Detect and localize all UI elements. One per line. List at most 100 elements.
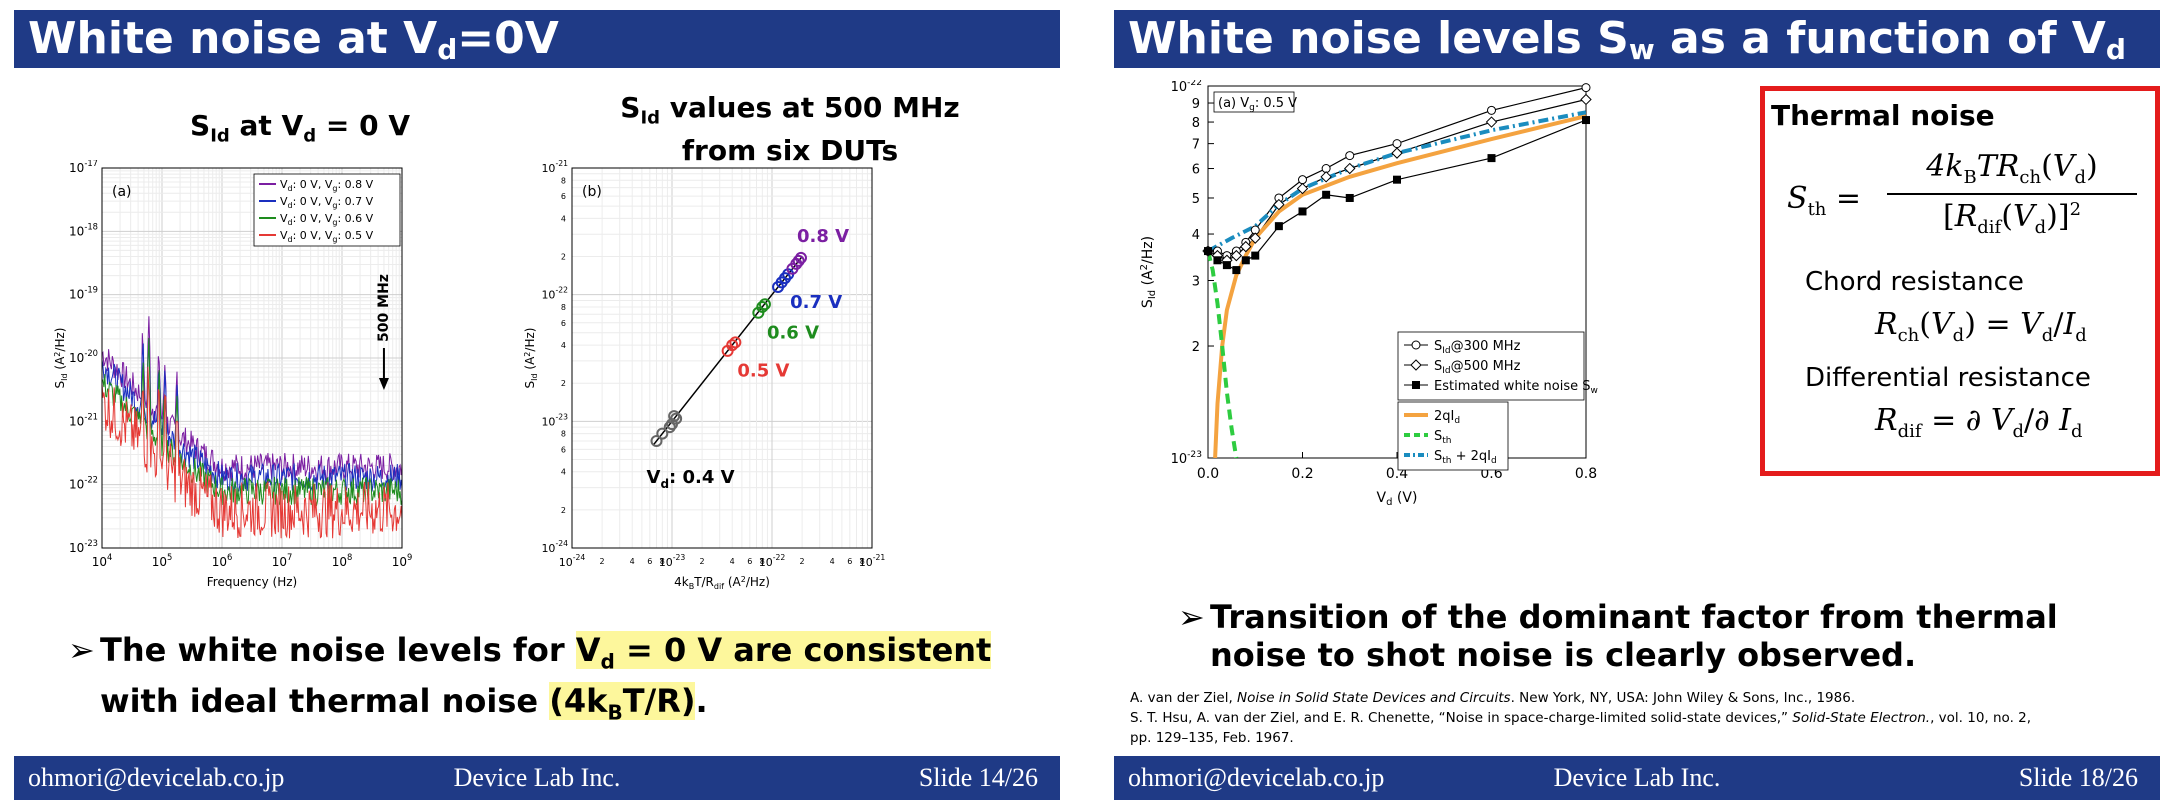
data-point xyxy=(792,254,805,267)
legend-label: SId@300 MHz xyxy=(1434,339,1521,356)
data-point xyxy=(663,421,676,434)
diff-equation: Rdif = ∂ Vd/∂ Id xyxy=(1875,403,2083,442)
data-point xyxy=(1213,256,1222,265)
y-tick-label: 10-22 xyxy=(541,286,568,302)
data-point xyxy=(1487,154,1496,163)
series-line-2 xyxy=(101,339,403,493)
footer-slide-number: Slide 14/26 xyxy=(918,763,1038,792)
x-tick-label: 10-22 xyxy=(759,553,786,569)
legend-marker xyxy=(1412,381,1420,389)
series-line-3 xyxy=(101,337,403,507)
y-minor-tick: 6 xyxy=(561,445,566,454)
y-axis-label: SId (A2/Hz) xyxy=(53,328,69,389)
data-point xyxy=(666,418,678,431)
data-point xyxy=(1393,175,1401,184)
y-minor-tick: 6 xyxy=(561,192,566,201)
data-point xyxy=(1251,251,1260,260)
footer-slide-number: Slide 18/26 xyxy=(2018,763,2138,792)
y-minor-tick: 2 xyxy=(561,253,566,262)
bullet-left: ➢ The white noise levels for Vd = 0 V are… xyxy=(68,631,992,725)
footer-company: Device Lab Inc. xyxy=(1553,763,1721,792)
legend-box-measured xyxy=(1397,331,1585,401)
data-point xyxy=(1391,147,1403,159)
data-point xyxy=(1298,207,1307,216)
x-axis-label: Frequency (Hz) xyxy=(207,575,298,589)
data-point xyxy=(756,300,769,313)
legend-box xyxy=(253,173,401,247)
x-minor-tick: 8 xyxy=(860,557,865,566)
x-minor-tick: 6 xyxy=(647,557,652,566)
y-minor-tick: 4 xyxy=(561,468,566,477)
x-axis-label: 4kBT/Rdif (A2/Hz) xyxy=(674,575,770,591)
y-tick-label: 10-18 xyxy=(69,221,98,238)
x-tick-label: 109 xyxy=(392,552,413,569)
chart-b-scatter: Vd: 0.4 V 0.5 V 0.6 V 0.7 V 0.8 V 10-24 10-23 1… xyxy=(523,160,885,591)
y-tick-label: 10-23 xyxy=(1171,450,1203,467)
group-label-5: 0.8 V xyxy=(797,226,849,247)
data-point xyxy=(1204,247,1212,256)
data-point xyxy=(1485,116,1498,128)
y-axis-label: SId (A2/Hz) xyxy=(1139,236,1158,308)
x-tick-label: 0.0 xyxy=(1197,466,1219,482)
data-point xyxy=(1222,261,1231,270)
y-minor-tick: 2 xyxy=(561,506,566,515)
x-tick-label: 107 xyxy=(272,552,293,569)
bullet-right: ➢ Transition of the dominant factor from … xyxy=(1178,598,2058,674)
y-tick-label: 10-17 xyxy=(69,160,98,175)
y-tick-label: 10-20 xyxy=(69,348,98,365)
legend-marker xyxy=(1411,340,1421,350)
panel-label: (a) xyxy=(112,184,132,200)
data-point xyxy=(650,434,663,447)
x-axis-label: Vd (V) xyxy=(1377,490,1418,508)
y-minor-tick: 6 xyxy=(561,319,566,328)
data-point xyxy=(795,251,808,264)
group-label-3: 0.6 V xyxy=(767,322,819,343)
x-tick-label: 0.2 xyxy=(1291,466,1313,482)
chart-a-title: SId at Vd = 0 V xyxy=(190,109,410,147)
x-minor-tick: 8 xyxy=(760,557,765,566)
data-point xyxy=(1240,240,1252,253)
legend-label: SId@500 MHz xyxy=(1434,359,1521,376)
data-point xyxy=(656,427,669,440)
plot-frame xyxy=(571,167,873,549)
data-point xyxy=(729,336,742,349)
legend-label: Sth + 2qId xyxy=(1434,449,1497,466)
legend-label-1: Vd: 0 V, Vg: 0.8 V xyxy=(280,178,374,193)
data-point xyxy=(1487,105,1496,115)
legend-label: Sth xyxy=(1434,429,1452,446)
legend-label-3: Vd: 0 V, Vg: 0.6 V xyxy=(280,212,374,227)
x-minor-tick: 8 xyxy=(660,557,665,566)
data-point xyxy=(1345,151,1355,161)
x-tick-label: 0.8 xyxy=(1575,466,1597,482)
footer-company: Device Lab Inc. xyxy=(453,763,621,792)
data-point xyxy=(1582,116,1590,125)
y-axis-label: SId (A2/Hz) xyxy=(523,328,539,389)
legend-label-2: Vd: 0 V, Vg: 0.7 V xyxy=(280,195,374,210)
y-tick-label: 2 xyxy=(1192,340,1200,355)
data-point xyxy=(1345,193,1354,202)
data-point xyxy=(1392,139,1402,149)
data-point xyxy=(1320,171,1332,183)
legend-label-4: Vd: 0 V, Vg: 0.5 V xyxy=(280,229,374,244)
data-point xyxy=(1580,93,1592,106)
data-point xyxy=(758,298,771,311)
references: A. van der Ziel, Noise in Solid State De… xyxy=(1130,688,2150,748)
x-minor-tick: 2 xyxy=(600,557,605,566)
footer: ohmori@devicelab.co.jp Device Lab Inc. S… xyxy=(1114,756,2160,800)
y-minor-tick: 4 xyxy=(561,341,566,350)
data-point xyxy=(1581,83,1591,93)
y-minor-tick: 8 xyxy=(561,430,566,439)
x-minor-tick: 6 xyxy=(747,557,752,566)
y-tick-label: 6 xyxy=(1192,163,1200,178)
data-point xyxy=(1273,198,1285,211)
panel-label: (a) Vg: 0.5 V xyxy=(1218,96,1297,113)
slide-18: White noise levels Sw as a function of V… xyxy=(1100,0,2168,810)
y-minor-tick: 8 xyxy=(561,303,566,312)
series-line-5 xyxy=(1208,250,1239,458)
reference-2: S. T. Hsu, A. van der Ziel, and E. R. Ch… xyxy=(1130,710,2032,726)
data-point xyxy=(1274,222,1283,231)
slide-title: White noise at Vd=0V xyxy=(14,10,1060,68)
panel-label-box xyxy=(1213,91,1295,113)
x-minor-tick: 2 xyxy=(700,557,705,566)
chord-label: Chord resistance xyxy=(1805,267,2024,297)
